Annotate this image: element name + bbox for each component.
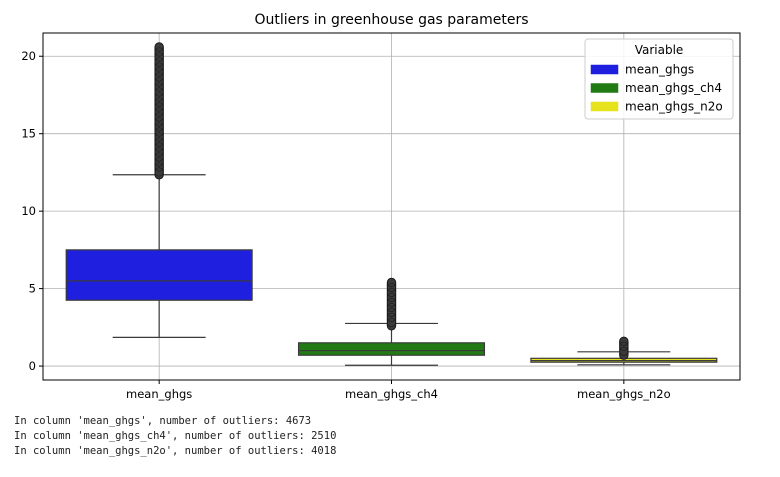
- outlier-point: [154, 127, 164, 137]
- box-iqr: [297, 342, 486, 356]
- outlier-point: [154, 42, 164, 52]
- outlier-point: [154, 142, 164, 152]
- y-tick-label: 20: [21, 49, 36, 63]
- legend-entry: mean_ghgs_ch4: [625, 81, 722, 95]
- x-tick-label: mean_ghgs_ch4: [345, 387, 438, 401]
- legend-title: Variable: [635, 43, 684, 57]
- outlier-point: [154, 117, 164, 127]
- legend-frame: [584, 38, 734, 120]
- outlier-point: [386, 307, 396, 317]
- outlier-point: [154, 92, 164, 102]
- outlier-point: [154, 167, 164, 177]
- y-tick-label: 15: [21, 127, 36, 141]
- legend-swatch: [590, 64, 619, 75]
- outlier-point: [154, 112, 164, 122]
- outlier-point: [154, 147, 164, 157]
- outlier-point: [154, 52, 164, 62]
- legend-entry: mean_ghgs: [625, 63, 694, 77]
- box-mean_ghgs_n2o: [530, 336, 718, 366]
- outlier-point: [386, 302, 396, 312]
- y-tick-label: 5: [29, 282, 36, 296]
- legend-swatch: [590, 101, 619, 112]
- outlier-point: [154, 102, 164, 112]
- box-mean_ghgs: [65, 42, 253, 338]
- outlier-point: [154, 122, 164, 132]
- x-tick-label: mean_ghgs_n2o: [577, 387, 671, 401]
- legend-swatch: [590, 83, 619, 93]
- outlier-point: [386, 292, 396, 302]
- legend-entry: mean_ghgs_n2o: [625, 100, 723, 114]
- output-line: In column 'mean_ghgs', number of outlier…: [14, 415, 312, 427]
- box-mean_ghgs_ch4: [297, 277, 486, 366]
- y-tick-label: 0: [29, 359, 36, 373]
- outlier-point: [386, 312, 396, 322]
- outlier-point: [619, 346, 629, 356]
- outlier-point: [154, 77, 164, 87]
- outlier-point: [386, 297, 396, 307]
- box-plot-chart: Outliers in greenhouse gas parameters 0 5 1…: [21, 12, 741, 401]
- outlier-point: [154, 162, 164, 172]
- chart-title: Outliers in greenhouse gas parameters: [254, 12, 528, 28]
- output-line: In column 'mean_ghgs_n2o', number of out…: [14, 445, 337, 457]
- outlier-point: [386, 282, 396, 292]
- outlier-point: [386, 287, 396, 297]
- outlier-point: [154, 157, 164, 167]
- outlier-point: [619, 341, 629, 351]
- outlier-point: [154, 107, 164, 117]
- outlier-point: [154, 87, 164, 97]
- outlier-point: [154, 82, 164, 92]
- box-iqr: [65, 249, 253, 301]
- outlier-point: [154, 57, 164, 67]
- outlier-point: [154, 72, 164, 82]
- outlier-point: [154, 132, 164, 142]
- outlier-point: [619, 336, 629, 346]
- legend: Variable mean_ghgs mean_ghgs_ch4 mean_ghgs_…: [584, 38, 734, 120]
- output-line: In column 'mean_ghgs_ch4', number of out…: [14, 430, 337, 442]
- outlier-point: [154, 137, 164, 147]
- y-tick-label: 10: [21, 204, 36, 218]
- outlier-point: [154, 67, 164, 77]
- x-tick-label: mean_ghgs: [126, 387, 192, 401]
- outlier-point: [154, 97, 164, 107]
- outlier-point: [154, 62, 164, 72]
- outlier-point: [154, 47, 164, 57]
- outlier-point: [386, 277, 396, 287]
- outlier-point: [154, 152, 164, 162]
- outlier-point: [386, 317, 396, 327]
- cell-output: In column 'mean_ghgs', number of outlier…: [14, 414, 336, 459]
